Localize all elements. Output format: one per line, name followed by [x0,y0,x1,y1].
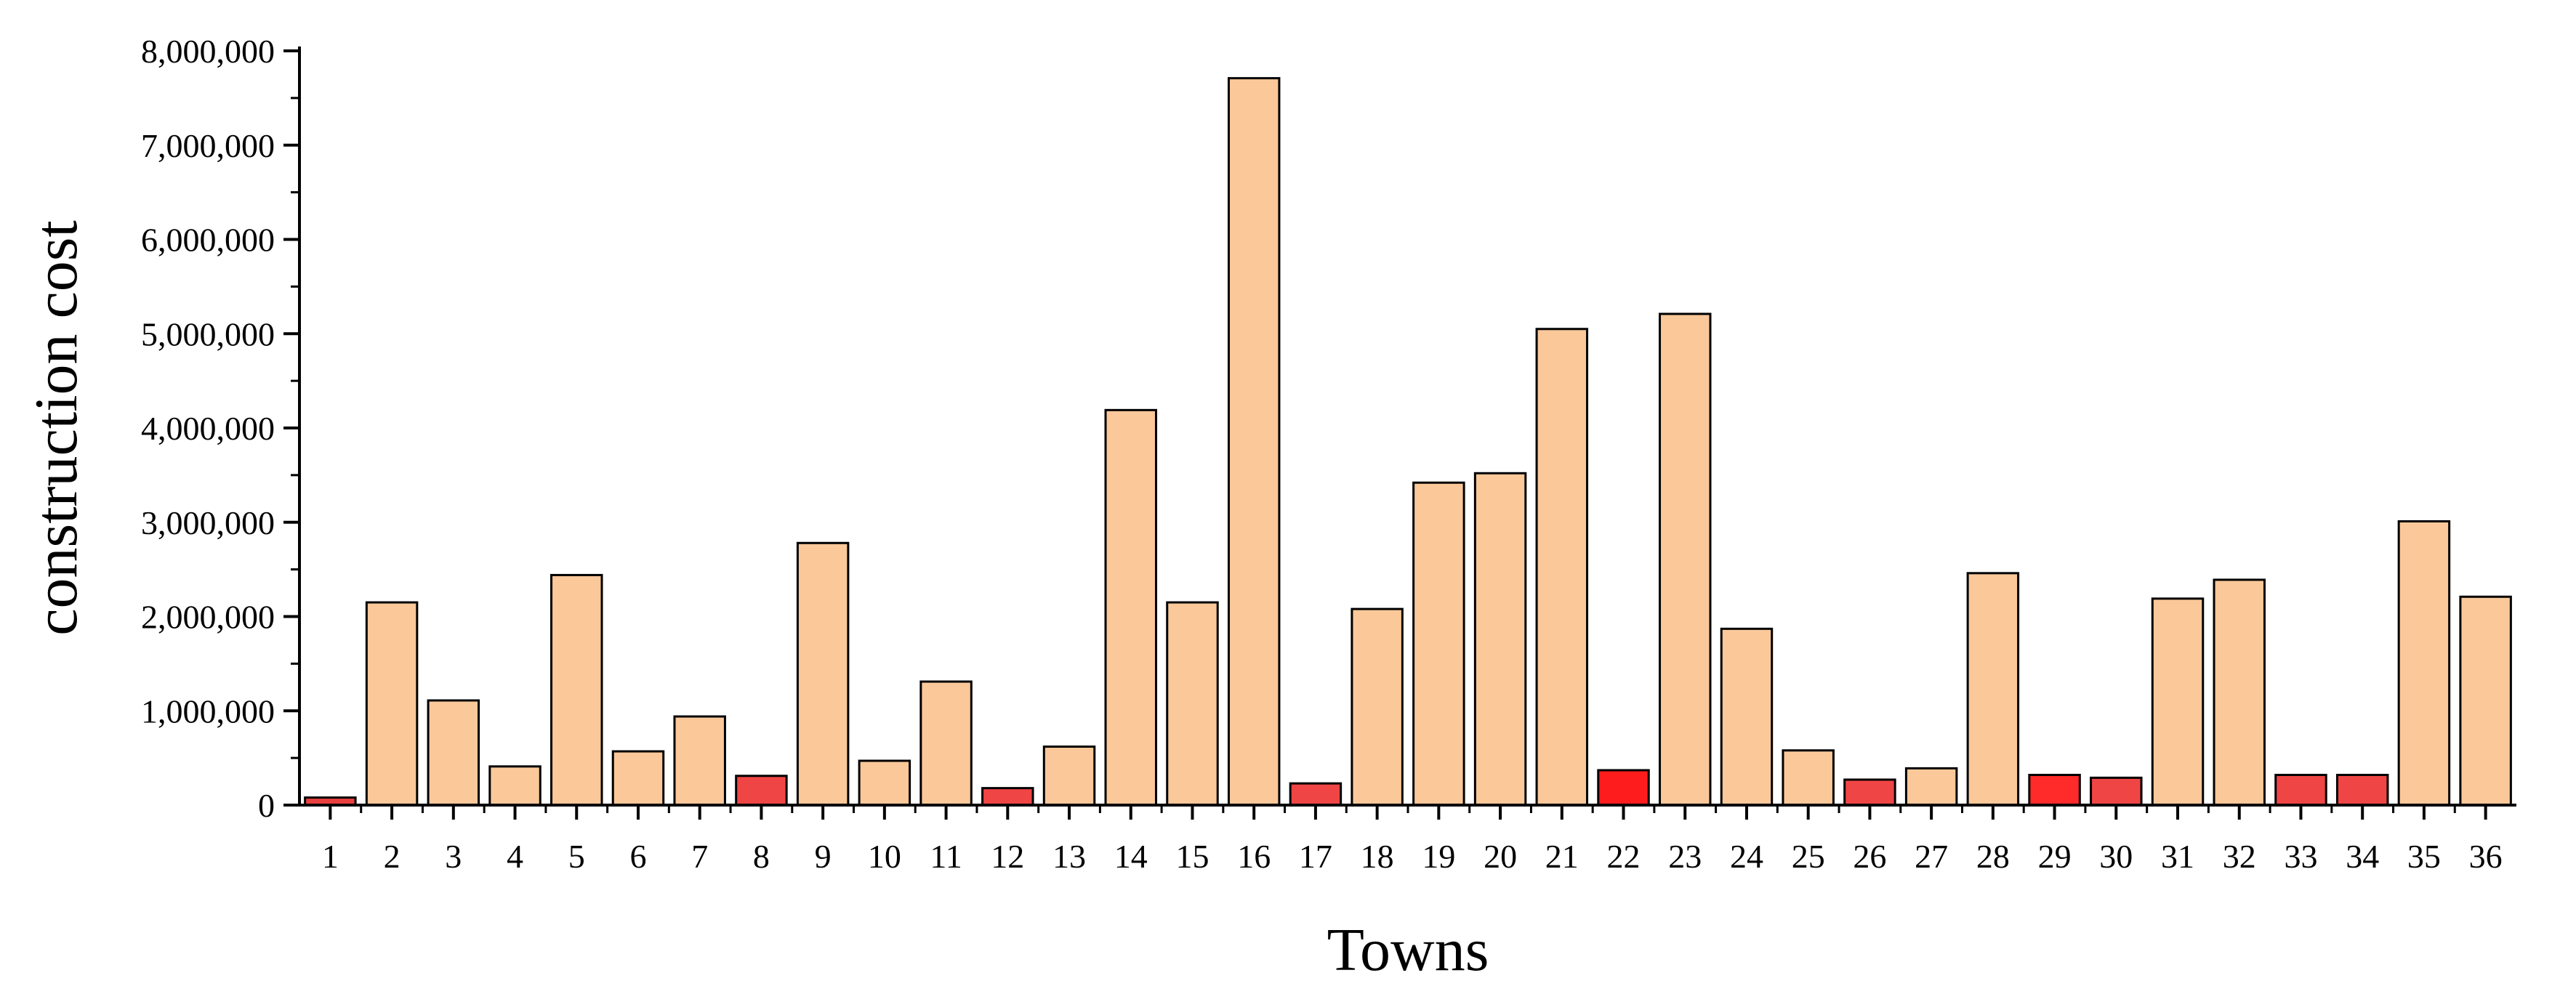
x-tick-label: 12 [991,838,1024,875]
bar-town-18 [1351,607,1404,807]
x-tick-label: 32 [2223,838,2256,875]
x-tick-label: 30 [2099,838,2133,875]
x-tick-label: 21 [1545,838,1579,875]
x-tick-label: 33 [2284,838,2317,875]
x-tick-label: 6 [629,838,646,875]
x-axis: 1 2 3 4 5 6 7 8 9 10 11 12 13 14 15 16 17 18 19 20 21 22 23 24 2… [299,804,2516,875]
y-axis-title: construction cost [23,220,90,636]
y-tick-label: 6,000,000 [141,222,275,259]
y-tick-label: 5,000,000 [141,315,275,352]
x-tick-label: 9 [815,838,832,875]
y-axis: 0 1,000,000 2,000,000 3,000,000 4,000,000 5,0… [141,33,301,824]
bar-town-31 [2151,597,2205,807]
y-tick-label: 0 [258,787,275,824]
bar-town-17 [1289,782,1343,807]
x-tick-label: 29 [2038,838,2072,875]
x-tick-label: 20 [1484,838,1517,875]
y-tick-label: 3,000,000 [141,504,275,541]
bar-town-5 [550,573,603,807]
bar-town-9 [796,541,850,807]
x-tick-label: 8 [753,838,770,875]
bar-town-24 [1720,627,1774,807]
x-tick-label: 4 [507,838,523,875]
x-tick-label: 14 [1114,838,1148,875]
x-tick-label: 23 [1668,838,1702,875]
bar-town-29 [2028,773,2081,807]
bar-town-36 [2459,595,2512,807]
bar-town-23 [1659,312,1712,807]
bar-town-27 [1904,767,1958,807]
x-tick-label: 10 [868,838,901,875]
x-tick-label: 13 [1052,838,1086,875]
bar-town-6 [611,750,665,807]
x-tick-label: 22 [1607,838,1641,875]
bar-town-25 [1782,749,1835,807]
bar-town-34 [2335,773,2389,807]
y-tick-label: 2,000,000 [141,599,275,636]
bar-town-13 [1042,746,1096,807]
bar-town-35 [2397,520,2451,807]
y-tick-label: 7,000,000 [141,127,275,164]
bar-town-8 [735,775,788,807]
x-tick-label: 3 [445,838,462,875]
bar-town-30 [2090,776,2143,807]
bar-town-26 [1843,778,1896,807]
y-tick-label: 8,000,000 [141,33,275,70]
x-axis-title: Towns [1327,916,1489,984]
x-tick-label: 11 [930,838,962,875]
bar-town-28 [1966,572,2020,807]
bar-town-22 [1597,769,1650,807]
bar-town-11 [919,680,973,807]
bar-town-7 [673,715,726,807]
x-tick-label: 1 [322,838,339,875]
x-tick-label: 25 [1792,838,1825,875]
x-tick-label: 34 [2346,838,2379,875]
x-tick-label: 28 [1976,838,2010,875]
x-tick-label: 2 [384,838,401,875]
y-tick-label: 1,000,000 [141,692,275,730]
y-tick-label: 4,000,000 [141,410,275,447]
x-tick-label: 16 [1237,838,1271,875]
bar-town-16 [1227,77,1281,807]
bar-town-10 [858,759,911,807]
bar-town-2 [365,601,419,807]
x-tick-label: 26 [1853,838,1886,875]
x-tick-label: 35 [2407,838,2441,875]
bar-town-19 [1412,481,1465,807]
x-tick-label: 36 [2469,838,2503,875]
bar-town-12 [981,787,1034,807]
x-tick-label: 15 [1175,838,1209,875]
x-tick-label: 19 [1422,838,1455,875]
bar-town-15 [1166,601,1219,807]
x-tick-label: 18 [1361,838,1394,875]
x-tick-label: 5 [568,838,585,875]
bar-town-3 [427,699,480,807]
bars-group [304,77,2512,807]
bar-town-14 [1104,408,1157,807]
x-tick-label: 7 [691,838,708,875]
bar-town-32 [2213,578,2266,807]
x-tick-label: 31 [2161,838,2194,875]
x-tick-label: 24 [1730,838,1763,875]
bar-town-21 [1535,328,1589,807]
bar-town-33 [2274,773,2327,807]
x-tick-label: 27 [1915,838,1948,875]
x-tick-label: 17 [1299,838,1332,875]
bar-town-4 [488,765,542,807]
bar-town-20 [1473,472,1527,807]
